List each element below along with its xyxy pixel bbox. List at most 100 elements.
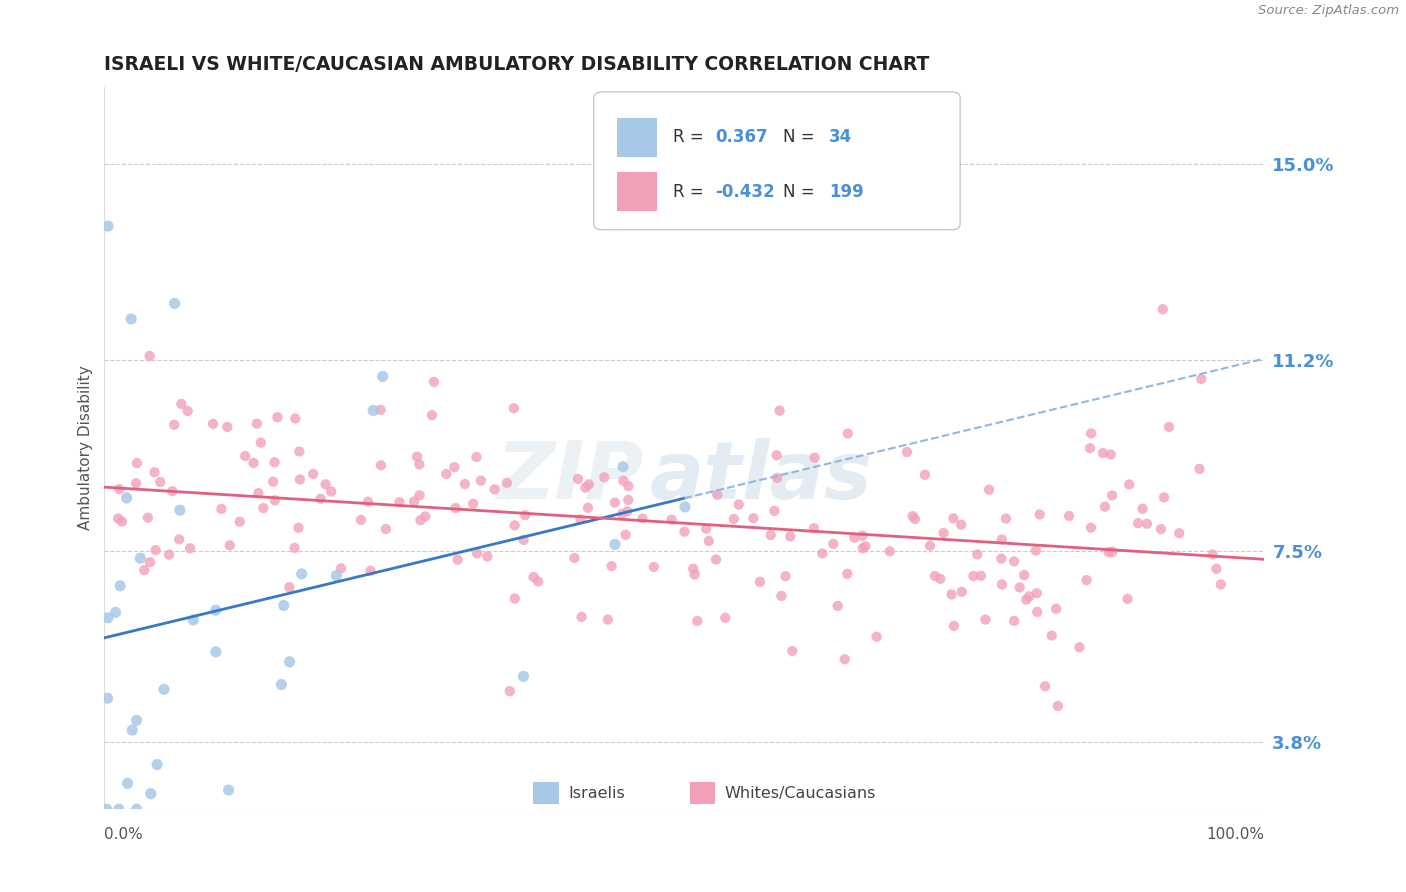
Point	[1188, 462, 1211, 476]
Point	[811, 546, 834, 560]
Point	[574, 481, 596, 495]
Point	[994, 511, 1017, 525]
Point	[228, 515, 250, 529]
Point	[163, 296, 186, 310]
Point	[603, 495, 626, 509]
Point	[673, 500, 696, 514]
Point	[1152, 302, 1174, 317]
Point	[278, 655, 301, 669]
Point	[695, 522, 717, 536]
Point	[108, 482, 131, 496]
Point	[266, 410, 288, 425]
Point	[803, 450, 825, 465]
Point	[404, 494, 426, 508]
Point	[496, 475, 519, 490]
Point	[434, 467, 457, 481]
Point	[759, 528, 782, 542]
Point	[370, 458, 392, 473]
Point	[252, 501, 274, 516]
Point	[569, 512, 592, 526]
Point	[374, 522, 396, 536]
Point	[1026, 605, 1049, 619]
Point	[408, 458, 430, 472]
Point	[477, 549, 499, 564]
Point	[111, 515, 134, 529]
Point	[1046, 698, 1069, 713]
Point	[970, 568, 993, 582]
Point	[204, 603, 226, 617]
Point	[420, 408, 443, 422]
Point	[120, 312, 142, 326]
Point	[423, 375, 446, 389]
Point	[673, 524, 696, 539]
Point	[444, 501, 467, 516]
Point	[181, 613, 204, 627]
Point	[205, 645, 228, 659]
Point	[614, 527, 637, 541]
Point	[218, 538, 240, 552]
Point	[918, 539, 941, 553]
Point	[1094, 500, 1116, 514]
Point	[1153, 491, 1175, 505]
Point	[1099, 448, 1122, 462]
Point	[990, 533, 1012, 547]
Point	[723, 512, 745, 526]
Point	[697, 533, 720, 548]
Point	[727, 498, 749, 512]
Point	[571, 610, 593, 624]
Point	[612, 507, 634, 521]
Point	[852, 541, 875, 556]
Point	[527, 574, 550, 589]
Point	[108, 579, 131, 593]
Point	[851, 529, 873, 543]
Point	[714, 611, 737, 625]
FancyBboxPatch shape	[593, 92, 960, 230]
Point	[413, 509, 436, 524]
Point	[162, 484, 184, 499]
Point	[950, 517, 973, 532]
Point	[371, 369, 394, 384]
Point	[153, 682, 176, 697]
Point	[1118, 477, 1140, 491]
Point	[1040, 629, 1063, 643]
Point	[409, 513, 432, 527]
Point	[249, 435, 271, 450]
Point	[616, 504, 638, 518]
Point	[209, 502, 232, 516]
Point	[1157, 420, 1180, 434]
Point	[408, 488, 430, 502]
Text: atlas: atlas	[650, 438, 872, 516]
Point	[1045, 601, 1067, 615]
Point	[315, 477, 337, 491]
Point	[1168, 526, 1191, 541]
Point	[578, 477, 600, 491]
Point	[176, 404, 198, 418]
Point	[143, 465, 166, 479]
Point	[770, 589, 793, 603]
Point	[136, 510, 159, 524]
Point	[950, 584, 973, 599]
Point	[837, 426, 859, 441]
Point	[503, 518, 526, 533]
Point	[465, 450, 488, 464]
Point	[768, 403, 790, 417]
Point	[465, 546, 488, 560]
Point	[97, 219, 120, 233]
Point	[288, 473, 311, 487]
Point	[1201, 548, 1223, 562]
Text: N =: N =	[783, 183, 820, 201]
Point	[218, 783, 240, 797]
Point	[782, 644, 804, 658]
Point	[612, 474, 634, 488]
Point	[879, 544, 901, 558]
Text: Israelis: Israelis	[568, 786, 624, 801]
Point	[1136, 516, 1159, 531]
Point	[853, 539, 876, 553]
Point	[991, 577, 1014, 591]
Text: Source: ZipAtlas.com: Source: ZipAtlas.com	[1258, 4, 1399, 18]
Point	[1018, 590, 1040, 604]
Point	[966, 548, 988, 562]
Point	[924, 569, 946, 583]
Text: N =: N =	[783, 128, 820, 146]
Point	[1116, 591, 1139, 606]
